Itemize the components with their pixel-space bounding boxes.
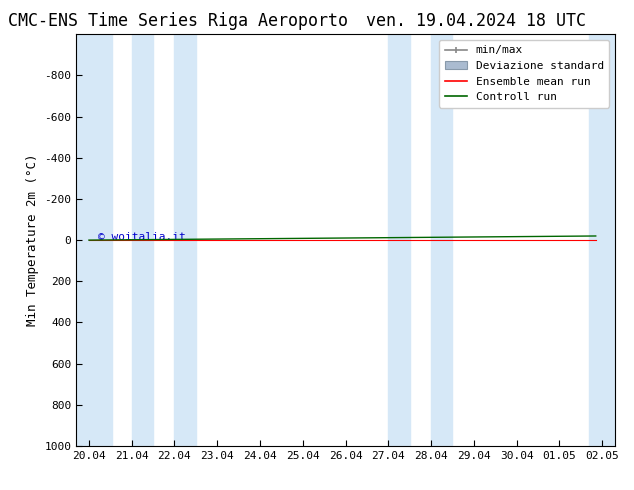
Bar: [132, 34, 153, 446]
Bar: [590, 34, 615, 446]
Bar: [76, 34, 112, 446]
Bar: [388, 34, 410, 446]
Bar: [431, 34, 453, 446]
Text: CMC-ENS Time Series Riga Aeroporto: CMC-ENS Time Series Riga Aeroporto: [8, 12, 347, 30]
Text: ven. 19.04.2024 18 UTC: ven. 19.04.2024 18 UTC: [365, 12, 586, 30]
Y-axis label: Min Temperature 2m (°C): Min Temperature 2m (°C): [25, 154, 39, 326]
Legend: min/max, Deviazione standard, Ensemble mean run, Controll run: min/max, Deviazione standard, Ensemble m…: [439, 40, 609, 108]
Text: © woitalia.it: © woitalia.it: [98, 232, 185, 242]
Bar: [174, 34, 196, 446]
